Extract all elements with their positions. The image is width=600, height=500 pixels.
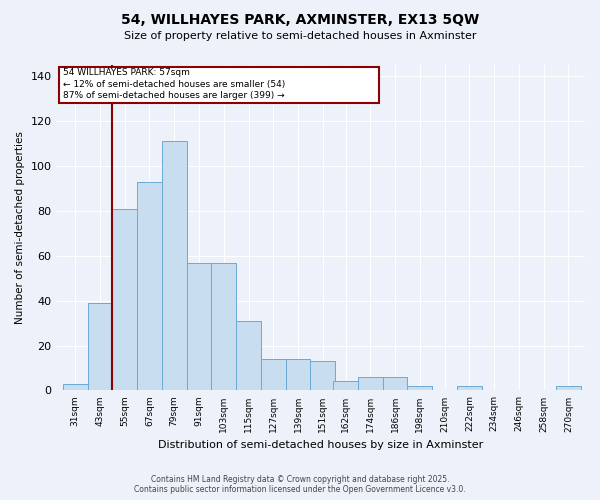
Bar bbox=[187, 262, 211, 390]
Bar bbox=[407, 386, 432, 390]
Bar bbox=[88, 303, 112, 390]
Bar bbox=[162, 142, 187, 390]
Bar bbox=[333, 382, 358, 390]
Text: 87% of semi-detached houses are larger (399) →: 87% of semi-detached houses are larger (… bbox=[63, 91, 284, 100]
Text: Contains HM Land Registry data © Crown copyright and database right 2025.
Contai: Contains HM Land Registry data © Crown c… bbox=[134, 474, 466, 494]
Y-axis label: Number of semi-detached properties: Number of semi-detached properties bbox=[15, 132, 25, 324]
Bar bbox=[310, 362, 335, 390]
Bar bbox=[457, 386, 482, 390]
Bar bbox=[137, 182, 162, 390]
Bar bbox=[112, 208, 137, 390]
Bar bbox=[211, 262, 236, 390]
Bar bbox=[261, 359, 286, 390]
Bar bbox=[383, 377, 407, 390]
Bar bbox=[59, 67, 379, 103]
Bar bbox=[236, 321, 261, 390]
X-axis label: Distribution of semi-detached houses by size in Axminster: Distribution of semi-detached houses by … bbox=[158, 440, 484, 450]
Bar bbox=[63, 384, 88, 390]
Bar bbox=[358, 377, 383, 390]
Bar bbox=[556, 386, 581, 390]
Text: 54 WILLHAYES PARK: 57sqm: 54 WILLHAYES PARK: 57sqm bbox=[63, 68, 190, 78]
Bar bbox=[286, 359, 310, 390]
Text: ← 12% of semi-detached houses are smaller (54): ← 12% of semi-detached houses are smalle… bbox=[63, 80, 285, 88]
Text: Size of property relative to semi-detached houses in Axminster: Size of property relative to semi-detach… bbox=[124, 31, 476, 41]
Text: 54, WILLHAYES PARK, AXMINSTER, EX13 5QW: 54, WILLHAYES PARK, AXMINSTER, EX13 5QW bbox=[121, 12, 479, 26]
